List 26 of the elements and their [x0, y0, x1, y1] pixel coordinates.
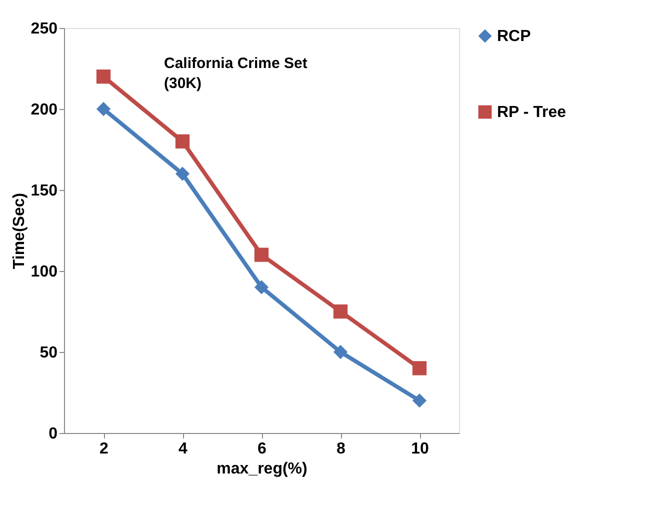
point [333, 304, 348, 319]
y-tick-label: 250 [30, 20, 58, 38]
x-tick-label: 10 [411, 440, 429, 458]
y-tick-label: 0 [48, 426, 58, 442]
point [175, 166, 190, 181]
y-tick-label: 200 [30, 102, 58, 118]
point [175, 134, 190, 148]
annotation: California Crime Set (30K) [164, 55, 308, 92]
x-axis-title: max_reg(%) [216, 460, 308, 478]
point [96, 70, 111, 84]
x-tick-label: 8 [336, 440, 346, 458]
y-tick-label: 50 [40, 344, 58, 362]
y-axis-title: Time(Sec) [10, 192, 28, 270]
point [412, 361, 427, 376]
point [412, 394, 427, 408]
legend-label: RCP [497, 28, 532, 45]
point [254, 248, 269, 262]
y-tick-label: 150 [30, 182, 58, 200]
point [254, 280, 269, 294]
x-tick-label: 2 [100, 440, 109, 458]
x-tick-label: 6 [258, 440, 267, 458]
point [333, 344, 348, 360]
point [96, 102, 111, 116]
x-tick-label: 4 [178, 440, 188, 458]
y-tick-label: 100 [30, 264, 58, 280]
legend-label: RP - Tree [497, 104, 566, 121]
